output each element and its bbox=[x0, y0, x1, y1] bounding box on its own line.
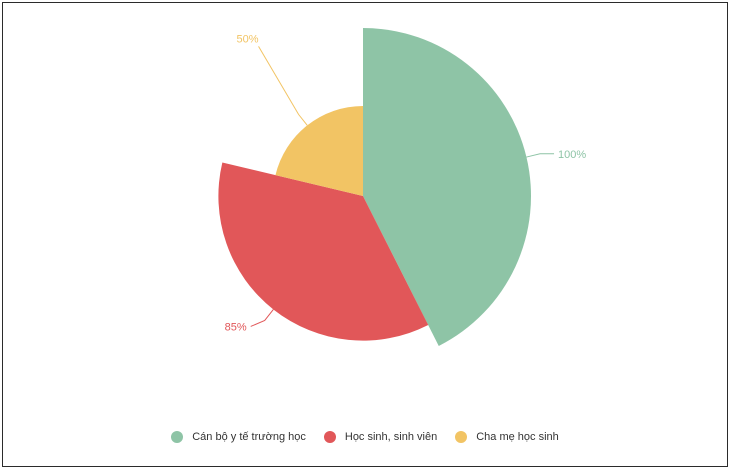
legend-item-cha-me[interactable]: Cha mẹ học sinh bbox=[455, 431, 559, 443]
slice-hoc-sinh[interactable] bbox=[218, 162, 429, 341]
data-label: 50% bbox=[237, 33, 259, 45]
legend-swatch bbox=[323, 431, 336, 443]
callout-line bbox=[258, 46, 308, 126]
slice-can-bo[interactable] bbox=[363, 28, 531, 346]
legend-item-can-bo[interactable]: Cán bộ y tế trường học bbox=[171, 431, 306, 443]
callout-line bbox=[526, 153, 555, 158]
callout-line bbox=[250, 309, 274, 327]
chart-frame: 100% 85% 50% Cán bộ y tế trường học Học si… bbox=[2, 2, 728, 467]
legend-label: Cán bộ y tế trường học bbox=[192, 431, 306, 443]
legend-swatch bbox=[171, 431, 184, 443]
data-label: 100% bbox=[558, 149, 586, 161]
rose-chart: 100% 85% 50% bbox=[218, 28, 586, 346]
legend: Cán bộ y tế trường học Học sinh, sinh vi… bbox=[3, 431, 727, 443]
data-label: 85% bbox=[225, 321, 247, 333]
legend-swatch bbox=[455, 431, 468, 443]
legend-label: Cha mẹ học sinh bbox=[476, 431, 559, 443]
slice-cha-me[interactable] bbox=[275, 106, 363, 196]
legend-item-hoc-sinh[interactable]: Học sinh, sinh viên bbox=[323, 431, 438, 443]
legend-label: Học sinh, sinh viên bbox=[344, 431, 438, 443]
